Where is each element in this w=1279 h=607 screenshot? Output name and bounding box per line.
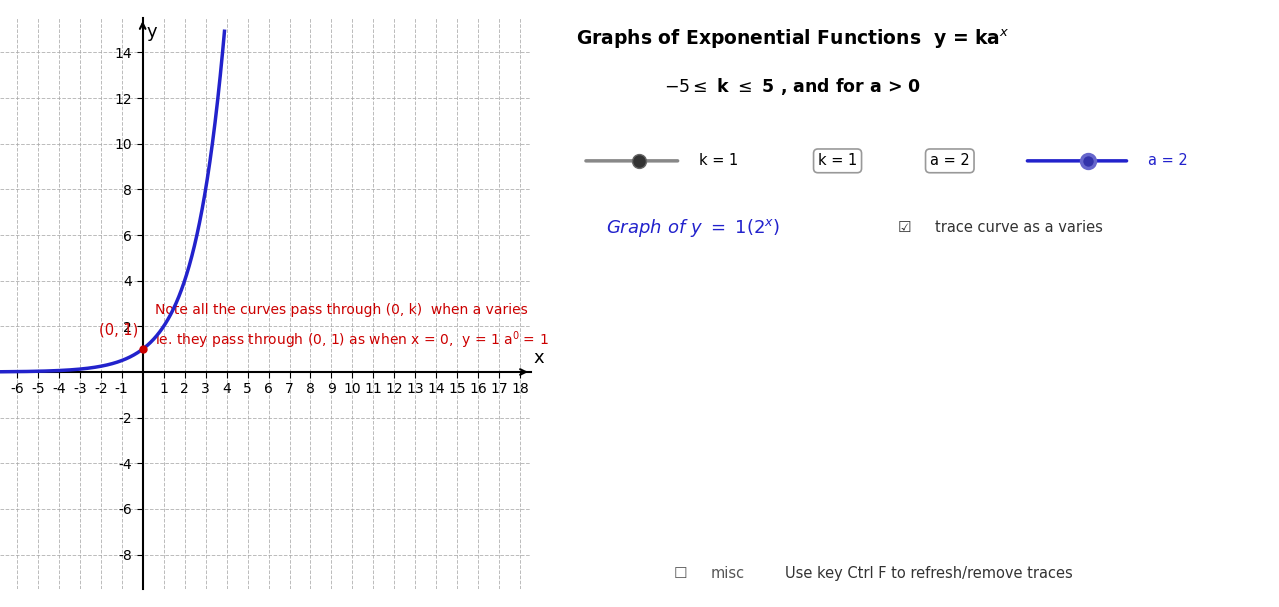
Text: y: y (147, 23, 157, 41)
Text: ie. they pass through (0, 1) as when x = 0,  y = 1 a$^{0}$ = 1: ie. they pass through (0, 1) as when x =… (155, 329, 549, 351)
Text: a = 2: a = 2 (930, 154, 969, 168)
Text: k = 1: k = 1 (819, 154, 857, 168)
Text: Use key Ctrl F to refresh/remove traces: Use key Ctrl F to refresh/remove traces (785, 566, 1073, 581)
Text: Graphs of Exponential Functions  y = ka$^{x}$: Graphs of Exponential Functions y = ka$^… (576, 27, 1009, 51)
Text: ☑: ☑ (898, 220, 912, 235)
Text: a = 2: a = 2 (1149, 154, 1188, 168)
Text: $\mathit{Graph\ of\ y\ =\ 1(2^{x})}$: $\mathit{Graph\ of\ y\ =\ 1(2^{x})}$ (606, 217, 780, 239)
Text: x: x (533, 350, 545, 367)
Text: Note all the curves pass through (0, k)  when a varies: Note all the curves pass through (0, k) … (155, 304, 528, 317)
Text: (0, 1): (0, 1) (100, 323, 138, 337)
Text: trace curve as a varies: trace curve as a varies (935, 220, 1102, 235)
Text: k = 1: k = 1 (700, 154, 738, 168)
Text: misc: misc (710, 566, 744, 581)
Text: $-5 \leq$ k $\leq$ 5 , and for a > 0: $-5 \leq$ k $\leq$ 5 , and for a > 0 (664, 76, 921, 97)
Text: ☐: ☐ (674, 566, 687, 581)
